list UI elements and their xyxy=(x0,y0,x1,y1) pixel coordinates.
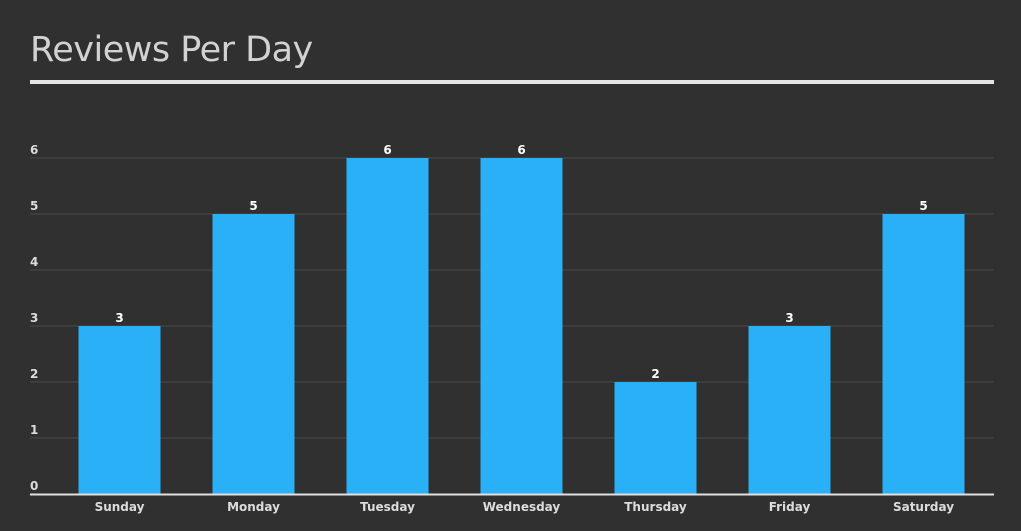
y-tick-label: 3 xyxy=(30,311,38,325)
y-tick-label: 2 xyxy=(30,367,38,381)
x-category-label: Tuesday xyxy=(360,500,415,514)
y-tick-label: 0 xyxy=(30,479,38,493)
bar xyxy=(882,214,965,494)
bar xyxy=(346,158,429,494)
bar xyxy=(480,158,563,494)
y-tick-label: 4 xyxy=(30,255,38,269)
bar-value-label: 6 xyxy=(383,143,391,157)
y-tick-label: 5 xyxy=(30,199,38,213)
chart-title: Reviews Per Day xyxy=(30,30,313,70)
bar xyxy=(212,214,295,494)
title-divider xyxy=(30,80,994,84)
bar-value-label: 5 xyxy=(919,199,927,213)
y-tick-label: 1 xyxy=(30,423,38,437)
x-category-label: Thursday xyxy=(624,500,687,514)
bar xyxy=(614,382,697,494)
bar-value-label: 2 xyxy=(651,367,659,381)
x-category-label: Sunday xyxy=(95,500,145,514)
labels: 0 1 2 3 4 5 6 3 Sunday 5 Monday 6 Tuesday 6 Wednesday 2… xyxy=(30,143,954,514)
bars xyxy=(78,158,965,494)
bar-value-label: 5 xyxy=(249,199,257,213)
bar-value-label: 3 xyxy=(115,311,123,325)
bar-value-label: 6 xyxy=(517,143,525,157)
x-category-label: Wednesday xyxy=(483,500,561,514)
bar xyxy=(748,326,831,494)
bar-value-label: 3 xyxy=(785,311,793,325)
x-category-label: Friday xyxy=(769,500,811,514)
y-tick-label: 6 xyxy=(30,143,38,157)
x-category-label: Monday xyxy=(227,500,280,514)
x-category-label: Saturday xyxy=(893,500,954,514)
bar xyxy=(78,326,161,494)
